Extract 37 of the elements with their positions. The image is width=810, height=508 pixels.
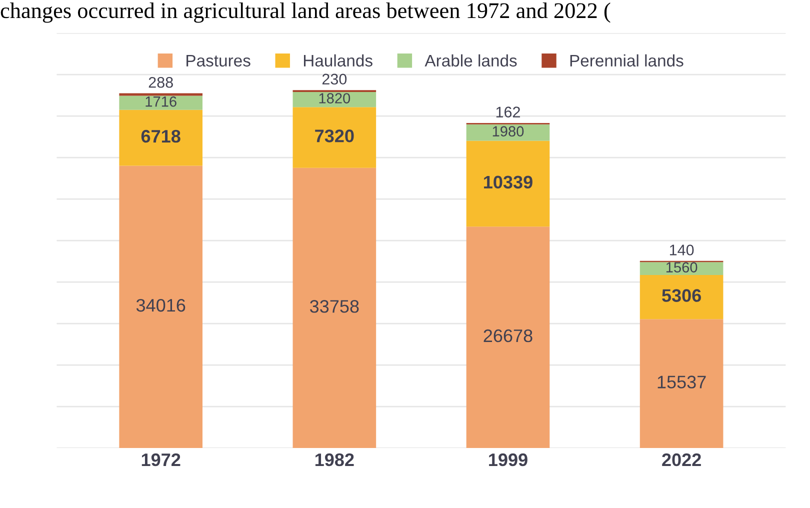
data-label: 26678 (484, 329, 532, 342)
bar (119, 166, 202, 448)
legend-label: Pastures (186, 54, 250, 67)
legend-label: Perennial lands (570, 54, 684, 67)
chart-title: changes occurred in agricultural land areas between 1972 and 2022 ( (0, 2, 610, 23)
bar (292, 92, 376, 108)
bar (119, 110, 202, 166)
bar (640, 275, 724, 320)
data-label: 140 (670, 244, 694, 256)
data-label: 15537 (658, 376, 706, 388)
x-tick-label: 2022 (662, 453, 701, 466)
data-label: 10339 (484, 176, 532, 189)
data-label: 162 (496, 106, 520, 118)
bar (292, 107, 376, 168)
x-tick-label: 1982 (315, 453, 354, 466)
data-label: 33758 (310, 300, 359, 313)
data-label: 7320 (315, 130, 354, 142)
data-label: 34016 (136, 298, 186, 312)
data-label: 230 (322, 74, 347, 85)
data-label: 6718 (141, 130, 180, 143)
bar (292, 168, 376, 448)
bar (640, 319, 724, 448)
data-label: 1820 (319, 93, 350, 104)
x-tick-label: 1999 (489, 453, 528, 466)
bar (466, 226, 550, 448)
bar (466, 124, 550, 141)
bar (640, 262, 724, 276)
data-label: 5306 (662, 289, 701, 302)
legend-label: Arable lands (424, 54, 517, 67)
data-label: 1716 (146, 96, 176, 107)
data-label: 288 (148, 76, 173, 88)
bar (466, 140, 550, 227)
legend-label: Haulands (304, 54, 372, 67)
bar (119, 96, 202, 110)
data-label: 1560 (666, 262, 698, 272)
x-tick-label: 1972 (142, 453, 180, 466)
data-label: 1980 (492, 126, 524, 136)
